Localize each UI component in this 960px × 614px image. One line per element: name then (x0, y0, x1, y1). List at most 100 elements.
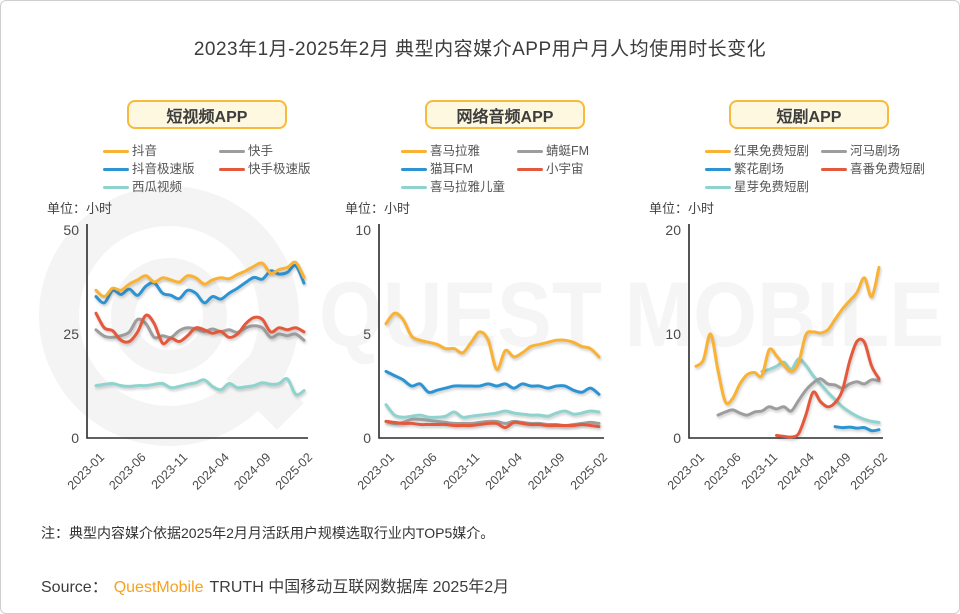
y-tick-label: 20 (665, 222, 681, 238)
legend-swatch (821, 167, 847, 172)
panel-short-video-app: 短视频APP 抖音 快手抖音极速版 快手极速版西瓜视频 单位：小时 0 25 50 202… (41, 100, 341, 530)
legend-label: 蜻蜓FM (546, 144, 590, 158)
x-tick-label: 2025-02 (273, 450, 315, 492)
legend-swatch (103, 185, 129, 190)
unit-label: 单位：小时 (649, 201, 715, 216)
series-line-0 (384, 311, 601, 371)
legend-label: 快手 (248, 144, 274, 158)
legend-item: 河马剧场 (821, 145, 941, 158)
legend-item: 西瓜视频 (103, 181, 219, 194)
legend-item: 喜马拉雅儿童 (401, 181, 517, 194)
y-tick-label: 0 (363, 430, 371, 446)
axes (688, 224, 883, 439)
legend-item: 小宇宙 (517, 163, 637, 176)
y-tick-label: 5 (363, 326, 371, 342)
legend-label: 快手极速版 (248, 162, 311, 176)
series-line-3 (775, 337, 881, 439)
x-tick-label: 2023-06 (106, 450, 148, 492)
x-tick-label: 2023-01 (355, 450, 397, 492)
footnote: 注：典型内容媒介依据2025年2月月活跃用户规模选取行业内TOP5媒介。 (41, 525, 495, 541)
legend: 抖音 快手抖音极速版 快手极速版西瓜视频 (103, 145, 339, 194)
series-line-2 (384, 369, 601, 396)
legend-label: 西瓜视频 (132, 180, 183, 194)
legend-label: 河马剧场 (850, 144, 901, 158)
x-tick-label: 2023-06 (701, 450, 743, 492)
legend-swatch (705, 167, 731, 172)
y-tick-label: 10 (355, 222, 371, 238)
x-tick-label: 2024-04 (483, 450, 525, 492)
panel-header-pill: 网络音频APP (425, 100, 585, 129)
legend-label: 猫耳FM (430, 162, 474, 176)
series-line-0 (694, 265, 881, 406)
legend-item: 繁花剧场 (705, 163, 821, 176)
panel-header-pill: 短视频APP (127, 100, 287, 129)
panel-header-pill: 短剧APP (729, 100, 889, 129)
chart-short-video-app: 0 25 50 2023-01 2023-06 2023-11 2024-04 2024-09… (63, 222, 315, 493)
source-brand: QuestMobile (113, 579, 204, 596)
y-tick-label: 0 (71, 430, 79, 446)
y-tick-label: 0 (673, 430, 681, 446)
series-line-2 (833, 425, 881, 433)
legend-item: 蜻蜓FM (517, 145, 637, 158)
x-tick-label: 2023-11 (149, 450, 191, 492)
series-line-4 (760, 357, 881, 424)
chart-online-audio-app: 0 5 10 2023-01 2023-06 2023-11 2024-04 2024-09 2… (355, 222, 610, 493)
legend-item: 抖音 (103, 145, 219, 158)
series-line-4 (384, 403, 601, 419)
legend-item: 星芽免费短剧 (705, 181, 821, 194)
legend-item: 抖音极速版 (103, 163, 219, 176)
x-tick-label: 2024-09 (525, 450, 567, 492)
legend-label: 红果免费短剧 (734, 144, 810, 158)
legend-swatch (705, 149, 731, 154)
x-tick-label: 2024-09 (811, 450, 853, 492)
legend-swatch (103, 149, 129, 154)
legend: 喜马拉雅 蜻蜓FM 猫耳FM 小宇宙喜马拉雅儿童 (401, 145, 637, 194)
unit-label: 单位：小时 (345, 201, 411, 216)
legend-label: 喜马拉雅儿童 (430, 180, 506, 194)
x-tick-label: 2024-04 (190, 450, 232, 492)
legend-swatch (219, 149, 245, 154)
x-tick-label: 2023-11 (441, 450, 483, 492)
legend-swatch (103, 167, 129, 172)
legend-label: 星芽免费短剧 (734, 180, 810, 194)
unit-label: 单位：小时 (47, 201, 113, 216)
legend-label: 繁花剧场 (734, 162, 785, 176)
legend-item: 快手极速版 (219, 163, 339, 176)
legend-swatch (401, 185, 427, 190)
y-tick-label: 25 (63, 326, 79, 342)
legend-item: 红果免费短剧 (705, 145, 821, 158)
legend-swatch (517, 167, 543, 172)
x-tick-label: 2023-01 (65, 450, 107, 492)
y-tick-label: 10 (665, 326, 681, 342)
series-line-3 (94, 311, 306, 346)
panel-online-audio-app: 网络音频APP 喜马拉雅 蜻蜓FM 猫耳FM 小宇宙喜马拉雅儿童 单位：小时 0 5 10… (339, 100, 639, 530)
x-tick-label: 2023-06 (397, 450, 439, 492)
legend-label: 喜马拉雅 (430, 144, 481, 158)
series-line-1 (716, 377, 881, 417)
panel-short-drama-app: 短剧APP 红果免费短剧 河马剧场繁花剧场 喜番免费短剧星芽免费短剧 单位：小时 0… (643, 100, 943, 530)
source-rest: TRUTH 中国移动互联网数据库 2025年2月 (209, 579, 510, 596)
x-tick-label: 2024-09 (231, 450, 273, 492)
x-tick-label: 2023-01 (665, 450, 707, 492)
legend-swatch (219, 167, 245, 172)
legend-swatch (401, 167, 427, 172)
x-tick-label: 2025-02 (568, 450, 610, 492)
x-tick-label: 2024-04 (775, 450, 817, 492)
source-line: Source： QuestMobile TRUTH 中国移动互联网数据库 2025年… (41, 573, 509, 597)
x-tick-label: 2025-02 (848, 450, 890, 492)
legend-swatch (705, 185, 731, 190)
legend-item: 快手 (219, 145, 339, 158)
legend-swatch (517, 149, 543, 154)
legend-item: 猫耳FM (401, 163, 517, 176)
legend-swatch (401, 149, 427, 154)
legend-label: 抖音 (132, 144, 158, 158)
legend-label: 喜番免费短剧 (850, 162, 926, 176)
y-tick-label: 50 (63, 222, 79, 238)
series-line-4 (94, 377, 306, 397)
legend-swatch (821, 149, 847, 154)
legend-label: 小宇宙 (546, 162, 584, 176)
axes (378, 224, 604, 439)
page-title: 2023年1月-2025年2月 典型内容媒介APP用户月人均使用时长变化 (193, 39, 767, 60)
chart-short-drama-app: 0 10 20 2023-012023-062023-112024-042024-09… (665, 222, 890, 493)
